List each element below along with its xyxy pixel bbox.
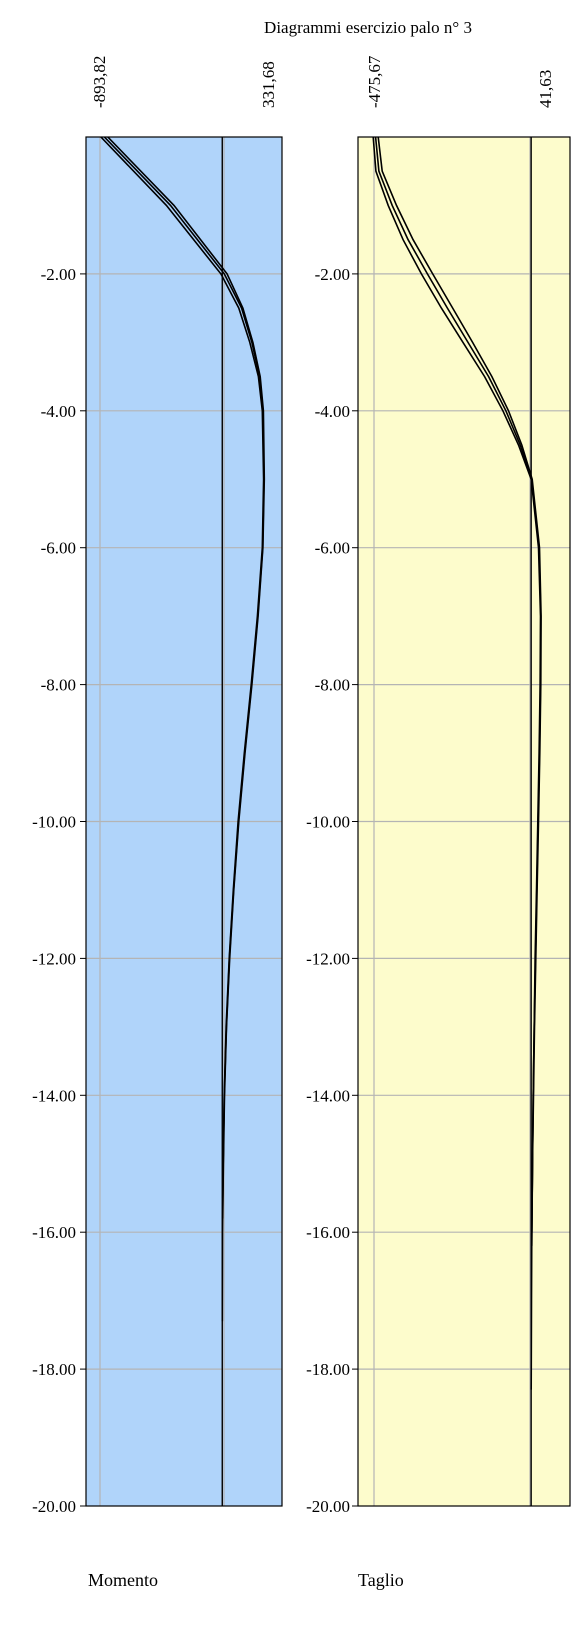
shear-tick-label: -12.00 bbox=[306, 949, 350, 968]
shear-range-label: -475,67 bbox=[365, 55, 384, 108]
shear-panel-label: Taglio bbox=[358, 1570, 404, 1590]
shear-panel: -2.00 -4.00 -6.00 -8.00 -10.00 -12.00 -14.00 -1… bbox=[306, 55, 571, 1590]
moment-tick-label: -18.00 bbox=[32, 1360, 76, 1379]
shear-series-line bbox=[377, 137, 542, 1233]
shear-tick-label: -8.00 bbox=[315, 676, 350, 695]
shear-tick-label: -6.00 bbox=[315, 539, 350, 558]
shear-tick-label: -20.00 bbox=[306, 1497, 350, 1516]
moment-range-label: 331,68 bbox=[259, 61, 278, 108]
moment-tick-label: -12.00 bbox=[32, 949, 76, 968]
chart-title: Diagrammi esercizio palo n° 3 bbox=[264, 18, 472, 37]
moment-range-label: -893,82 bbox=[90, 56, 109, 108]
moment-tick-label: -2.00 bbox=[41, 265, 76, 284]
moment-tick-label: -8.00 bbox=[41, 676, 76, 695]
shear-tick-label: -18.00 bbox=[306, 1360, 350, 1379]
moment-panel: -2.00 -4.00 -6.00 -8.00 -10.00 -12.00 -14.00 -1… bbox=[32, 56, 283, 1590]
shear-tick-label: -10.00 bbox=[306, 813, 350, 832]
shear-tick-label: -14.00 bbox=[306, 1086, 350, 1105]
shear-tick-label: -2.00 bbox=[315, 265, 350, 284]
moment-tick-label: -4.00 bbox=[41, 402, 76, 421]
shear-range-label: 41,63 bbox=[536, 70, 555, 108]
shear-tick-label: -4.00 bbox=[315, 402, 350, 421]
moment-panel-label: Momento bbox=[88, 1570, 158, 1590]
shear-tick-label: -16.00 bbox=[306, 1223, 350, 1242]
moment-tick-label: -16.00 bbox=[32, 1223, 76, 1242]
moment-tick-label: -10.00 bbox=[32, 813, 76, 832]
moment-tick-label: -6.00 bbox=[41, 539, 76, 558]
moment-tick-label: -20.00 bbox=[32, 1497, 76, 1516]
moment-series-line bbox=[107, 137, 266, 1219]
moment-tick-label: -14.00 bbox=[32, 1086, 76, 1105]
